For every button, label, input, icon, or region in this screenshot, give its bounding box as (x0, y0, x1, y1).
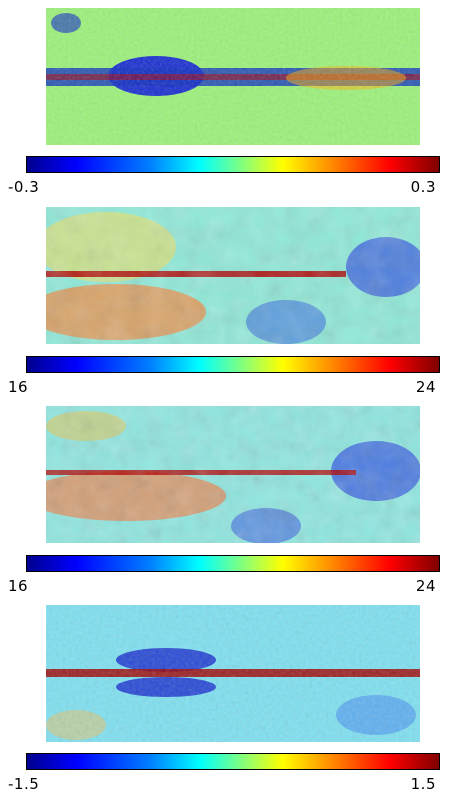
sky-map-4-image (46, 605, 420, 742)
colorbar-1-max-label: 0.3 (410, 178, 436, 196)
sky-map-1 (46, 8, 420, 145)
sky-map-2 (46, 207, 420, 344)
colorbar-2 (26, 356, 440, 373)
colorbar-1-min-label: -0.3 (8, 178, 40, 196)
colorbar-3 (26, 555, 440, 572)
colorbar-3-min-label: 16 (8, 577, 29, 595)
colorbar-4-max-label: 1.5 (410, 775, 436, 793)
sky-map-3-image (46, 406, 420, 543)
sky-map-4 (46, 605, 420, 742)
sky-map-3 (46, 406, 420, 543)
colorbar-2-max-label: 24 (415, 378, 436, 396)
sky-map-1-image (46, 8, 420, 145)
colorbar-1 (26, 156, 440, 173)
colorbar-2-min-label: 16 (8, 378, 29, 396)
colorbar-3-max-label: 24 (415, 577, 436, 595)
colorbar-4-min-label: -1.5 (8, 775, 40, 793)
sky-map-2-image (46, 207, 420, 344)
colorbar-4 (26, 753, 440, 770)
